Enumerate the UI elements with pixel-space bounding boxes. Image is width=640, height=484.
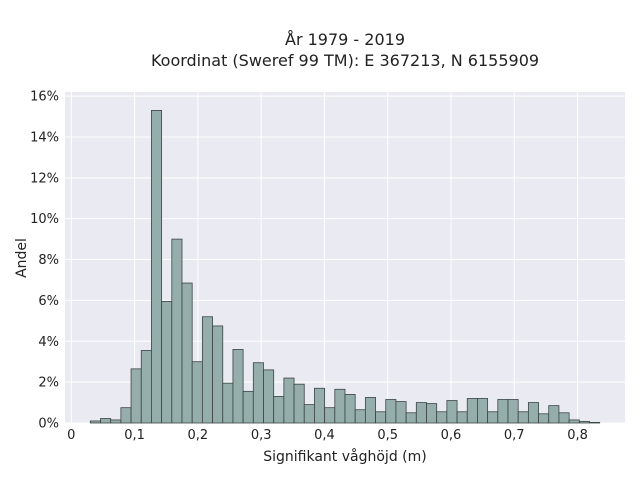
histogram-bar-18 bbox=[273, 396, 285, 424]
histogram-bar-37 bbox=[466, 398, 478, 424]
histogram-bar-31 bbox=[405, 412, 417, 424]
histogram-bar-6 bbox=[151, 109, 163, 424]
histogram-bar-47 bbox=[568, 419, 580, 424]
histogram-bar-25 bbox=[344, 393, 356, 424]
histogram-bar-33 bbox=[426, 403, 438, 424]
histogram-bar-43 bbox=[527, 402, 539, 424]
x-tick-label-2: 0,2 bbox=[188, 428, 209, 443]
y-axis-ticks: 0% 2% 4% 6% 8% 10% 12% 14% 16% bbox=[30, 90, 59, 432]
histogram-bar-20 bbox=[293, 383, 305, 424]
histogram-bar-8 bbox=[171, 238, 183, 424]
y-tick-label-6: 12% bbox=[30, 171, 59, 186]
histogram-bar-48 bbox=[578, 420, 590, 424]
histogram-bar-16 bbox=[252, 362, 264, 424]
histogram-bar-32 bbox=[415, 402, 427, 424]
y-tick-label-7: 14% bbox=[30, 130, 59, 145]
x-axis-ticks: 0 0,1 0,2 0,3 0,4 0,5 0,6 0,7 0,8 bbox=[67, 428, 588, 443]
histogram-bar-36 bbox=[456, 411, 468, 424]
histogram-bar-12 bbox=[212, 325, 224, 424]
histogram-bar-21 bbox=[303, 404, 315, 424]
histogram-bar-9 bbox=[181, 282, 193, 424]
histogram-bar-19 bbox=[283, 377, 295, 424]
histogram-bar-40 bbox=[497, 399, 509, 424]
x-tick-label-7: 0,7 bbox=[504, 428, 525, 443]
histogram-bar-35 bbox=[446, 400, 458, 424]
histogram-bar-10 bbox=[191, 361, 203, 424]
y-tick-label-4: 8% bbox=[38, 253, 59, 268]
histogram-bar-22 bbox=[314, 387, 326, 424]
x-axis-label: Signifikant våghöjd (m) bbox=[263, 448, 426, 465]
histogram-bar-28 bbox=[375, 411, 387, 424]
histogram-bar-4 bbox=[130, 368, 142, 424]
chart-title-line1: År 1979 - 2019 bbox=[285, 30, 405, 49]
histogram-bar-46 bbox=[558, 412, 570, 424]
histogram-bar-27 bbox=[364, 397, 376, 424]
histogram-bar-15 bbox=[242, 390, 254, 424]
chart-title-line2: Koordinat (Sweref 99 TM): E 367213, N 61… bbox=[151, 51, 539, 70]
x-tick-label-5: 0,5 bbox=[377, 428, 398, 443]
x-tick-label-6: 0,6 bbox=[441, 428, 462, 443]
histogram-bar-7 bbox=[161, 301, 173, 424]
histogram-bar-13 bbox=[222, 382, 234, 424]
histogram-bar-39 bbox=[487, 411, 499, 424]
y-tick-label-3: 6% bbox=[38, 294, 59, 309]
histogram-bar-26 bbox=[354, 409, 366, 424]
histogram-bar-24 bbox=[334, 388, 346, 424]
histogram-bar-23 bbox=[324, 407, 336, 424]
histogram-bar-44 bbox=[538, 413, 550, 424]
x-tick-label-1: 0,1 bbox=[124, 428, 145, 443]
histogram-bar-49 bbox=[589, 421, 601, 424]
histogram-bar-17 bbox=[263, 369, 275, 424]
histogram-bar-3 bbox=[120, 407, 132, 424]
histogram-bar-41 bbox=[507, 399, 519, 424]
y-tick-label-5: 10% bbox=[30, 212, 59, 227]
histogram-bar-14 bbox=[232, 349, 244, 424]
x-tick-label-3: 0,3 bbox=[251, 428, 272, 443]
histogram-bar-5 bbox=[140, 350, 152, 424]
y-tick-label-8: 16% bbox=[30, 90, 59, 105]
histogram-bar-45 bbox=[548, 405, 560, 424]
y-tick-label-2: 4% bbox=[38, 335, 59, 350]
histogram-bar-38 bbox=[477, 398, 489, 424]
histogram-bar-29 bbox=[385, 399, 397, 424]
histogram-bar-2 bbox=[110, 419, 122, 424]
y-axis-label: Andel bbox=[14, 238, 30, 278]
y-tick-label-0: 0% bbox=[38, 417, 59, 432]
histogram-bar-0 bbox=[89, 420, 101, 424]
histogram-bar-30 bbox=[395, 401, 407, 424]
x-tick-label-8: 0,8 bbox=[567, 428, 588, 443]
histogram-bar-11 bbox=[201, 316, 213, 424]
x-tick-label-4: 0,4 bbox=[314, 428, 335, 443]
histogram-bar-42 bbox=[517, 411, 529, 424]
histogram-bar-34 bbox=[436, 411, 448, 424]
y-tick-label-1: 2% bbox=[38, 376, 59, 391]
histogram-bar-1 bbox=[100, 418, 112, 424]
x-tick-label-0: 0 bbox=[67, 428, 75, 443]
histogram-bars bbox=[89, 109, 601, 424]
